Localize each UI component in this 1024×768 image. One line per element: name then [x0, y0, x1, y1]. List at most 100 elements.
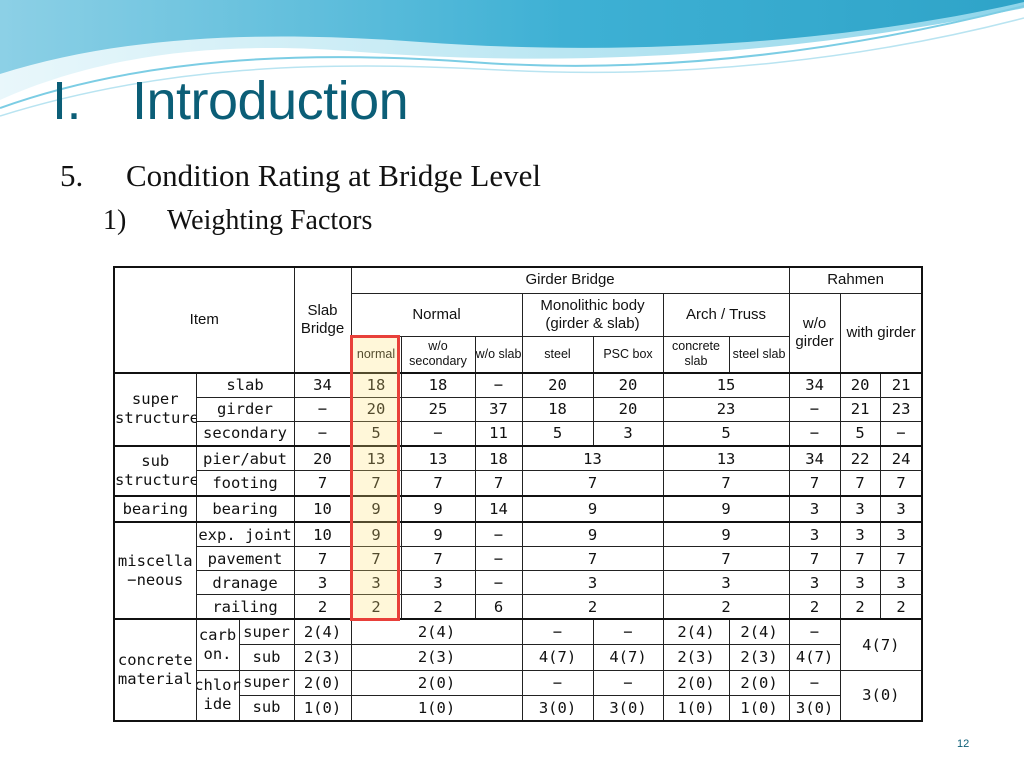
header-steel-slab: steel slab: [728, 335, 790, 374]
header-wave-decoration: [0, 0, 1024, 117]
subgroup-carbonation: carb on. super sub: [195, 618, 295, 671]
row-label: footing: [195, 470, 295, 497]
table-cell: 3: [400, 570, 476, 596]
header-with-girder: with girder: [839, 292, 923, 374]
table-cell: 2: [662, 594, 790, 620]
table-cell: 18: [400, 371, 476, 398]
table-cell: 20: [521, 371, 594, 398]
table-cell: 2(3): [350, 644, 523, 671]
table-cell: 1(0): [293, 694, 352, 722]
table-cell: 3: [350, 570, 402, 596]
table-cell: −: [521, 618, 594, 646]
table-cell: 2(0): [293, 669, 352, 696]
table-cell: 1(0): [728, 694, 790, 722]
table-cell: 7: [839, 470, 881, 497]
row-label: pavement: [195, 546, 295, 572]
table-cell: 7: [879, 546, 923, 572]
row-label: sub: [252, 647, 281, 666]
table-cell: 2(4): [662, 618, 730, 646]
table-cell: 9: [521, 495, 664, 523]
table-cell: 3(0): [521, 694, 594, 722]
weighting-factors-table: Item Slab Bridge Girder Bridge Rahmen No…: [113, 266, 924, 722]
table-cell: 9: [350, 495, 402, 523]
slide-title: I. Introduction: [52, 70, 409, 132]
table-cell: −: [592, 618, 664, 646]
table-cell: 34: [788, 444, 841, 472]
table-cell: 7: [400, 546, 476, 572]
table-cell: 2(0): [728, 669, 790, 696]
page-number: 12: [957, 738, 970, 750]
header-wo-secondary: w/o secondary: [400, 335, 476, 374]
header-girder-bridge: Girder Bridge: [350, 266, 790, 294]
table-cell: 2(4): [350, 618, 523, 646]
table-cell: 18: [474, 444, 523, 472]
row-label: sub: [252, 698, 281, 717]
header-normal: Normal: [350, 292, 523, 337]
table-cell: 3: [662, 570, 790, 596]
table-cell: 2(0): [662, 669, 730, 696]
header-normal-sub: normal: [350, 335, 402, 374]
table-cell: 9: [521, 521, 664, 548]
table-cell: 20: [839, 371, 881, 398]
header-slab-bridge: Slab Bridge: [293, 266, 352, 374]
subsection-number: 1): [103, 205, 127, 236]
table-cell: −: [521, 669, 594, 696]
table-cell: 14: [474, 495, 523, 523]
table-cell: 1(0): [350, 694, 523, 722]
header-psc-box: PSC box: [592, 335, 664, 374]
table-cell: 13: [662, 444, 790, 472]
table-cell: 20: [592, 371, 664, 398]
subgroup-carbonation-label: carb on.: [197, 621, 240, 670]
group-miscellaneous: miscella −neous: [113, 521, 197, 620]
table-cell: −: [293, 420, 352, 447]
table-cell: 24: [879, 444, 923, 472]
header-arch-truss: Arch / Truss: [662, 292, 790, 337]
table-cell: 2(3): [293, 644, 352, 671]
section-title: Condition Rating at Bridge Level: [126, 158, 541, 193]
subgroup-chloride-label: chlor ide: [197, 671, 241, 720]
table-cell: −: [474, 570, 523, 596]
table-cell: 34: [293, 371, 352, 398]
row-label: super: [239, 621, 293, 646]
table-cell: 2: [293, 594, 352, 620]
table-cell: 9: [662, 495, 790, 523]
table-cell: 7: [474, 470, 523, 497]
table-cell: 7: [350, 546, 402, 572]
table-cell: 5: [839, 420, 881, 447]
subsection-heading: 1) Weighting Factors: [103, 205, 372, 237]
table-cell: −: [474, 521, 523, 548]
table-cell: 21: [879, 371, 923, 398]
table-cell: 34: [788, 371, 841, 398]
header-wo-girder: w/o girder: [788, 292, 841, 374]
table-cell: −: [400, 420, 476, 447]
table-cell: 7: [400, 470, 476, 497]
row-label: exp. joint: [195, 521, 295, 548]
table-cell: 2(3): [662, 644, 730, 671]
table-cell: 7: [788, 546, 841, 572]
subsection-title: Weighting Factors: [167, 205, 373, 236]
table-cell: 7: [521, 546, 664, 572]
table-cell: 3: [293, 570, 352, 596]
table-cell: −: [293, 396, 352, 422]
table-cell: −: [788, 618, 841, 646]
header-concrete-slab: concrete slab: [662, 335, 730, 374]
table-cell: 3(0): [788, 694, 841, 722]
table-cell: 2: [521, 594, 664, 620]
group-bearing: bearing: [113, 495, 197, 523]
row-label: slab: [195, 371, 295, 398]
row-label: dranage: [195, 570, 295, 596]
table-cell: 18: [350, 371, 402, 398]
row-label: girder: [195, 396, 295, 422]
table-cell: 13: [521, 444, 664, 472]
row-label: super: [239, 671, 293, 696]
header-steel: steel: [521, 335, 594, 374]
table-cell: 4(7): [839, 618, 923, 671]
table-cell: −: [788, 420, 841, 447]
row-label: pier/abut: [195, 444, 295, 472]
table-cell: 11: [474, 420, 523, 447]
section-number: 5.: [60, 158, 84, 193]
table-cell: 23: [879, 396, 923, 422]
header-wo-slab: w/o slab: [474, 335, 523, 374]
table-cell: 4(7): [521, 644, 594, 671]
title-number: I.: [52, 71, 82, 131]
